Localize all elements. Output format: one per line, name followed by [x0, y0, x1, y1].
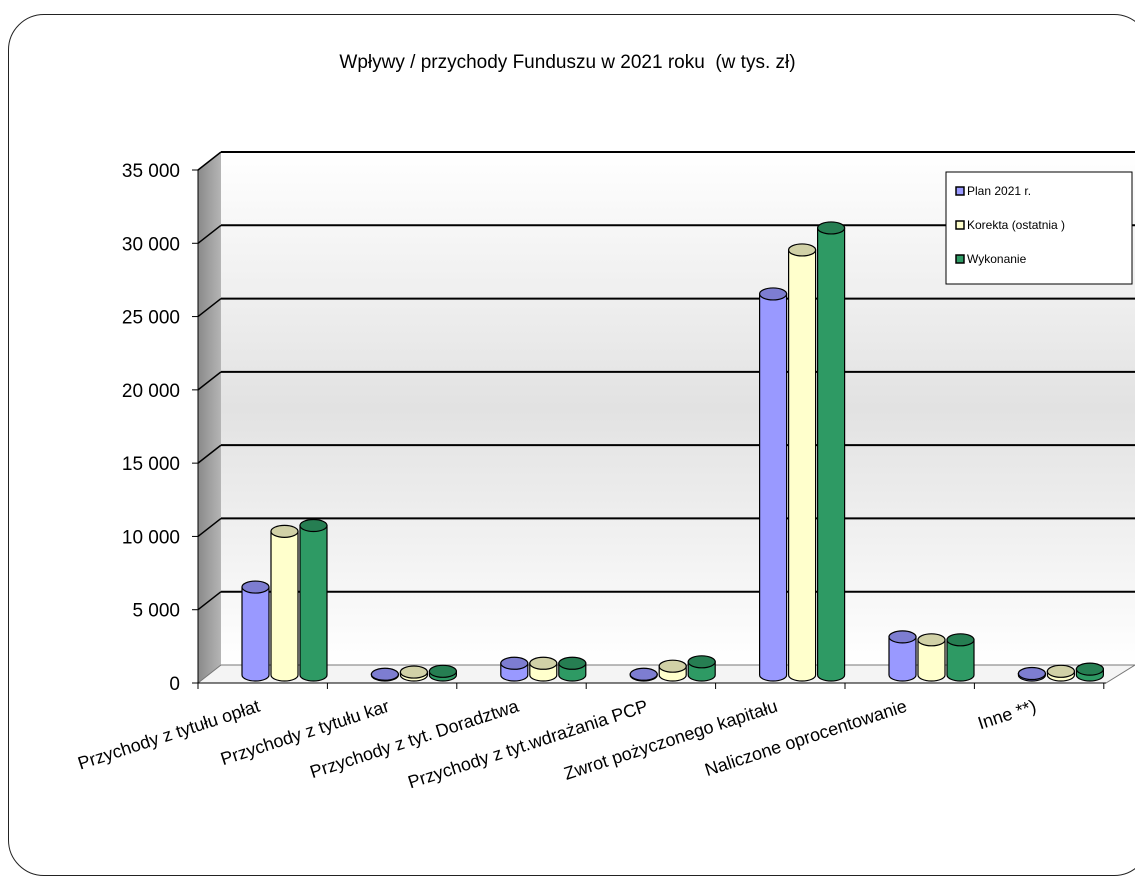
bar-body [299, 524, 328, 682]
bar [629, 667, 658, 682]
x-category-label: Przychody z tyt.wdrażania PCP [405, 696, 650, 793]
gridline-side [197, 444, 222, 464]
bar [816, 221, 846, 682]
bar-top [946, 633, 975, 647]
y-tick-label: 30 000 [122, 234, 180, 255]
bar-top [629, 667, 658, 681]
gridline-side [197, 297, 222, 318]
bar [529, 656, 558, 682]
y-tick-labels: 0 5 000 10 000 15 000 20 000 25 000 30 000 35 0… [122, 161, 180, 695]
legend-swatch [955, 220, 965, 230]
bar-body [788, 249, 817, 682]
gridline-side [197, 591, 222, 611]
bar-body [946, 639, 975, 682]
gridline-side [197, 224, 222, 244]
gridline-side [197, 517, 222, 538]
bar-top [529, 656, 558, 670]
legend-box [945, 171, 1133, 285]
gridline-side [197, 371, 222, 391]
legend-swatch [955, 254, 965, 264]
bar [1017, 666, 1047, 682]
bar-top [917, 633, 946, 647]
bar-top [758, 287, 788, 301]
bar [370, 667, 399, 682]
bar [658, 659, 687, 682]
bar-top [399, 665, 428, 679]
y-tick-label: 25 000 [122, 308, 180, 329]
bar [888, 630, 917, 682]
bar-top [787, 243, 817, 257]
y-tick-label: 0 [169, 674, 180, 695]
bar [917, 633, 946, 682]
bar [1046, 664, 1076, 682]
gridlines [197, 151, 1135, 611]
bar-chart: 0 5 000 10 000 15 000 20 000 25 000 30 000 35 0… [75, 151, 1135, 792]
bar-top [299, 518, 328, 533]
bar-top [1017, 666, 1047, 681]
bar-body [917, 639, 946, 682]
gridline-side [197, 151, 222, 171]
bar-body [888, 636, 917, 682]
bar-top [500, 656, 529, 670]
bar-top [1046, 664, 1076, 678]
y-tick-label: 35 000 [122, 161, 180, 182]
bar-top [658, 659, 687, 673]
bar-body [270, 530, 299, 682]
bar [399, 665, 428, 682]
bar-top [1075, 662, 1105, 676]
bar [787, 243, 817, 682]
bar-top [270, 524, 299, 538]
bar [946, 633, 975, 682]
legend-label: Plan 2021 r. [967, 184, 1031, 198]
bars [241, 221, 1105, 682]
y-tick-label: 10 000 [122, 527, 180, 548]
bar [558, 656, 587, 682]
bar-top [428, 664, 457, 678]
bar [500, 656, 529, 682]
bar-top [888, 630, 917, 644]
bar-body [817, 227, 846, 682]
bar-body [241, 586, 270, 682]
legend-label: Korekta (ostatnia ) [967, 218, 1065, 232]
bar [687, 655, 716, 682]
axes [192, 169, 1106, 689]
x-category-label: Inne **) [975, 696, 1038, 734]
x-category-label: Zwrot pożyczonego kapitału [561, 696, 779, 784]
bar-top [370, 667, 399, 681]
legend: Plan 2021 r. Korekta (ostatnia ) Wykonanie [945, 171, 1133, 285]
bar-top [241, 580, 270, 594]
side-wall [198, 152, 221, 683]
bar [241, 580, 270, 682]
y-tick-label: 15 000 [122, 454, 180, 475]
bar [270, 524, 299, 682]
y-tick-label: 5 000 [132, 601, 180, 622]
bar-top [687, 655, 716, 669]
bar [299, 518, 328, 682]
bar [428, 664, 457, 682]
y-tick-label: 20 000 [122, 381, 180, 402]
legend-swatch [955, 186, 965, 196]
chart-title: Wpływy / przychody Funduszu w 2021 roku … [339, 52, 796, 73]
bar-top [558, 656, 587, 670]
bar [758, 287, 788, 682]
legend-label: Wykonanie [967, 252, 1027, 266]
x-category-label: Przychody z tyt. Doradztwa [307, 695, 522, 782]
bar-top [816, 221, 846, 235]
bar-body [759, 293, 788, 682]
bar [1075, 662, 1105, 682]
